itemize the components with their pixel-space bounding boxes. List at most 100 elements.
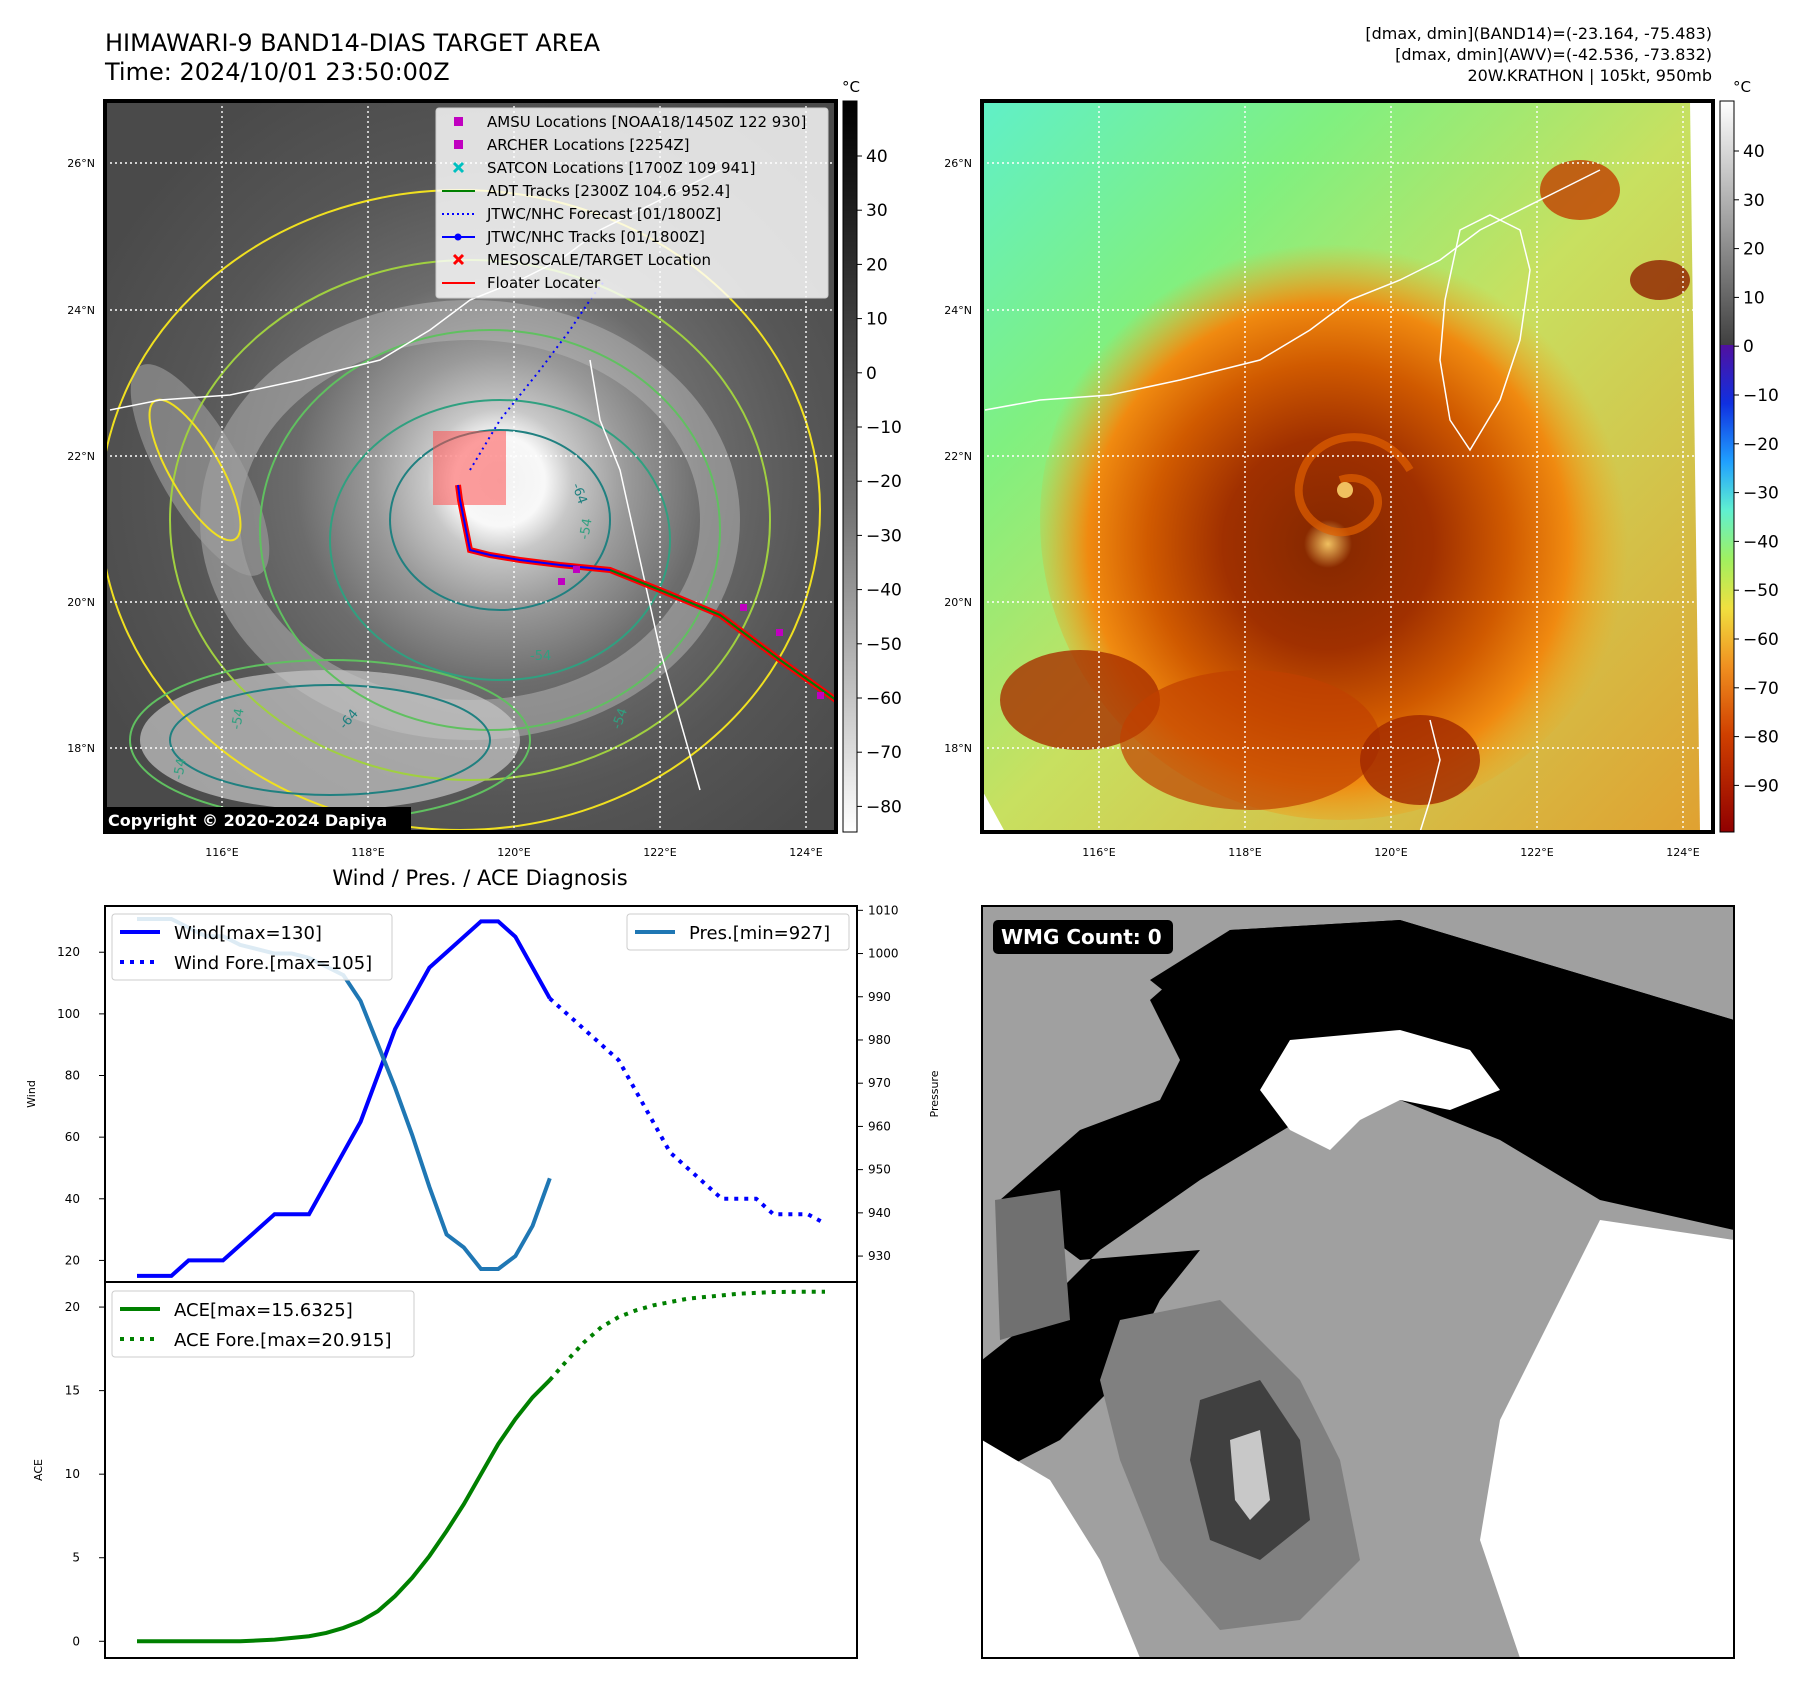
pressure-legend: Pres.[min=927] [626, 913, 850, 951]
colorbar-tick-label: 10 [866, 310, 888, 330]
colorbar-tick-label: −70 [1743, 679, 1779, 699]
right-lat-labels: 26°N 24°N 22°N 20°N 18°N [944, 157, 972, 755]
svg-text:26°N: 26°N [944, 157, 972, 170]
colorbar-tick-label: −60 [1743, 630, 1779, 650]
svg-text:22°N: 22°N [944, 450, 972, 463]
contour-label: -54 [610, 706, 631, 731]
colorbar-tick-label: 30 [866, 201, 888, 221]
colorbar-tick-label: −40 [1743, 532, 1779, 552]
svg-text:18°N: 18°N [67, 742, 95, 755]
copyright-box [104, 807, 411, 832]
legend-marker-square [454, 140, 463, 149]
svg-text:124°E: 124°E [1666, 846, 1699, 859]
legend-pressure: Pres.[min=927] [689, 923, 830, 944]
colorbar-tick-label: −30 [1743, 484, 1779, 504]
ace-tick-label: 15 [65, 1384, 80, 1398]
colorbar-tick-label: −10 [1743, 386, 1779, 406]
pressure-tick-label: 940 [868, 1206, 891, 1220]
colorbar-tick-label: −60 [866, 689, 902, 709]
info-awv: [dmax, dmin](AWV)=(-42.536, -73.832) [1395, 45, 1712, 64]
figure-title: HIMAWARI-9 BAND14-DIAS TARGET AREA [105, 29, 601, 57]
contour-label: -54 [530, 649, 551, 664]
svg-text:122°E: 122°E [1520, 846, 1553, 859]
legend-label: SATCON Locations [1700Z 109 941] [487, 159, 755, 177]
pressure-tick-label: 1000 [868, 947, 899, 961]
info-storm: 20W.KRATHON | 105kt, 950mb [1467, 66, 1712, 85]
pressure-tick-label: 1010 [868, 903, 899, 917]
wind-tick-label: 100 [57, 1007, 80, 1021]
contour-label: -64 [568, 481, 589, 506]
colorbar-tick-label: 30 [1743, 191, 1765, 211]
legend-label: AMSU Locations [NOAA18/1450Z 122 930] [487, 113, 806, 131]
colorbar-tick-label: 20 [866, 255, 888, 275]
ace-axis-label: ACE [32, 1459, 45, 1481]
legend-marker-dot [454, 233, 462, 241]
ace-tick-label: 20 [65, 1300, 80, 1314]
colorbar-tick-label: 0 [866, 364, 877, 384]
pressure-tick-label: 970 [868, 1076, 891, 1090]
legend-label: JTWC/NHC Forecast [01/1800Z] [486, 205, 721, 223]
wind-tick-label: 80 [65, 1069, 80, 1083]
legend-marker-x [452, 253, 465, 266]
ace-tick-label: 0 [72, 1634, 80, 1648]
series-line-1 [548, 996, 826, 1226]
figure-time: Time: 2024/10/01 23:50:00Z [104, 58, 450, 86]
colorbar-tick-label: −80 [866, 797, 902, 817]
legend-label: ADT Tracks [2300Z 104.6 952.4] [487, 182, 730, 200]
awv-map [982, 101, 1713, 832]
ace-tick-label: 5 [72, 1551, 80, 1565]
legend-ace: ACE[max=15.6325] [174, 1300, 353, 1321]
svg-text:22°N: 22°N [67, 450, 95, 463]
right-colorbar: °C 40 30 20 10 0 −10 −20 −30 −40 −50 −60 −70 −80 −90 [1719, 78, 1779, 833]
pressure-tick-label: 950 [868, 1163, 891, 1177]
pressure-tick-label: 930 [868, 1249, 891, 1263]
svg-text:20°N: 20°N [67, 596, 95, 609]
pressure-tick-label: 990 [868, 990, 891, 1004]
svg-text:120°E: 120°E [497, 846, 530, 859]
legend-label: MESOSCALE/TARGET Location [487, 251, 711, 269]
left-colorbar: °C 40 30 20 10 0 −10 −20 −30 −40 −50 −60 −70 −80 [842, 78, 902, 833]
colorbar-tick-label: −70 [866, 743, 902, 763]
contour-label: -54 [577, 517, 595, 541]
pressure-tick-label: 980 [868, 1033, 891, 1047]
wind-pressure-chart: 20 40 60 80 100 120 930 940 950 960 970 980 990 1000 1… [25, 903, 941, 1283]
wind-axis-label: Wind [25, 1080, 38, 1108]
colorbar-tick-label: 40 [1743, 142, 1765, 162]
svg-text:18°N: 18°N [944, 742, 972, 755]
wind-tick-label: 120 [57, 945, 80, 959]
svg-text:°C: °C [1733, 78, 1751, 96]
wmg-panel: WMG Count: 0 [981, 905, 1735, 1659]
wind-legend: Wind[max=130] Wind Fore.[max=105] [111, 913, 393, 981]
legend-wind: Wind[max=130] [174, 923, 322, 944]
contour-label: -54 [171, 757, 189, 781]
colorbar-tick-label: 10 [1743, 288, 1765, 308]
colorbar-tick-label: −20 [866, 472, 902, 492]
left-lon-labels: 116°E 118°E 120°E 122°E 124°E [205, 846, 822, 859]
svg-text:116°E: 116°E [1082, 846, 1115, 859]
legend-item: AMSU Locations [NOAA18/1450Z 122 930] [454, 113, 806, 131]
colorbar-tick-label: −50 [866, 635, 902, 655]
legend-label: JTWC/NHC Tracks [01/1800Z] [486, 228, 705, 246]
colorbar-tick-label: 20 [1743, 240, 1765, 260]
svg-text:116°E: 116°E [205, 846, 238, 859]
legend-marker-x [452, 161, 465, 174]
legend-item: ARCHER Locations [2254Z] [454, 136, 690, 154]
legend-item: JTWC/NHC Forecast [01/1800Z] [442, 205, 721, 223]
svg-text:°C: °C [842, 78, 860, 96]
colorbar-tick-label: −50 [1743, 581, 1779, 601]
contour-label: -54 [229, 707, 247, 731]
wind-tick-label: 40 [65, 1192, 80, 1206]
legend-ace-forecast: ACE Fore.[max=20.915] [174, 1330, 392, 1351]
series-line-0 [137, 919, 552, 1278]
svg-text:24°N: 24°N [67, 304, 95, 317]
svg-text:118°E: 118°E [351, 846, 384, 859]
colorbar-tick-label: −80 [1743, 728, 1779, 748]
colorbar-tick-label: −10 [866, 418, 902, 438]
svg-text:26°N: 26°N [67, 157, 95, 170]
svg-text:124°E: 124°E [789, 846, 822, 859]
svg-text:122°E: 122°E [643, 846, 676, 859]
legend-label: Floater Locater [487, 274, 601, 292]
legend-wind-forecast: Wind Fore.[max=105] [174, 953, 372, 974]
svg-text:20°N: 20°N [944, 596, 972, 609]
